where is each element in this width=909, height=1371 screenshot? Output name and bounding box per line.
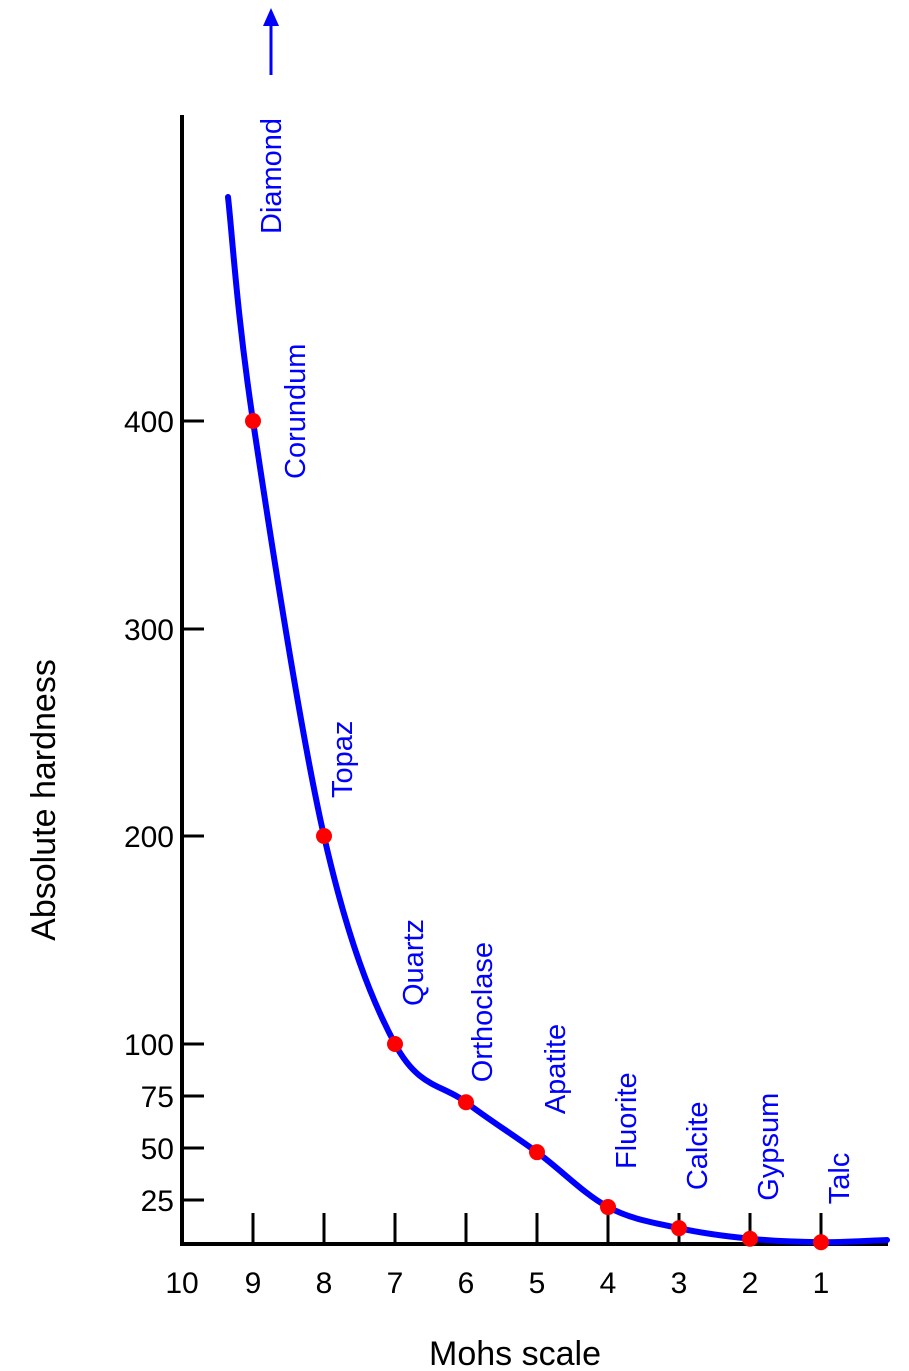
mineral-label: Talc: [824, 1153, 856, 1205]
x-axis-title: Mohs scale: [429, 1335, 601, 1371]
x-tick-label: 3: [671, 1267, 688, 1300]
y-tick-label: 50: [141, 1133, 174, 1166]
x-tick-label: 7: [387, 1267, 404, 1300]
data-point: [600, 1199, 616, 1216]
data-point: [742, 1230, 758, 1247]
y-axis-title-group: Absolute hardness: [25, 659, 63, 941]
x-tick-label: 2: [742, 1267, 759, 1300]
x-ticks: 10 9 8 7 6 5 4 3 2 1: [165, 1213, 829, 1300]
y-tick-label: 25: [141, 1185, 174, 1218]
diamond-label: Diamond: [256, 118, 288, 234]
mineral-label: Quartz: [398, 919, 430, 1006]
x-tick-label: 10: [165, 1267, 198, 1300]
data-point: [245, 413, 261, 429]
y-tick-label: 100: [124, 1029, 174, 1062]
mineral-label-group: Talc: [824, 1153, 856, 1205]
data-point: [387, 1036, 403, 1052]
mineral-label: Apatite: [540, 1024, 572, 1114]
mineral-label: Gypsum: [753, 1093, 785, 1201]
y-tick-label: 400: [124, 406, 174, 439]
mineral-label: Orthoclase: [467, 942, 499, 1082]
y-tick-label: 300: [124, 614, 174, 647]
mineral-label-group: Apatite: [540, 1024, 572, 1114]
x-tick-label: 6: [458, 1267, 475, 1300]
data-point: [813, 1234, 829, 1251]
mineral-label-group: Gypsum: [753, 1093, 785, 1201]
mineral-label: Topaz: [327, 721, 359, 798]
mineral-label: Fluorite: [611, 1072, 643, 1169]
y-tick-label: 200: [124, 821, 174, 854]
data-point: [316, 828, 332, 844]
mineral-label: Corundum: [280, 344, 312, 479]
data-point: [458, 1094, 474, 1111]
mineral-label-group: Calcite: [682, 1102, 714, 1191]
mineral-labels: Talc Gypsum Calcite Fluorite Apatite Orthocla…: [280, 344, 856, 1205]
x-tick-label: 4: [600, 1267, 617, 1300]
diamond-label-group: Diamond: [256, 118, 288, 234]
mineral-label-group: Fluorite: [611, 1072, 643, 1169]
data-points: [245, 413, 829, 1251]
x-tick-label: 5: [529, 1267, 546, 1300]
mineral-label-group: Corundum: [280, 344, 312, 479]
diamond-arrow-icon: [263, 8, 279, 26]
mineral-label-group: Orthoclase: [467, 942, 499, 1082]
x-tick-label: 9: [245, 1267, 262, 1300]
x-tick-label: 8: [316, 1267, 333, 1300]
y-tick-label: 75: [141, 1081, 174, 1114]
y-ticks: 25 50 75 100 200 300 400: [124, 406, 204, 1218]
mineral-label: Calcite: [682, 1102, 714, 1191]
mineral-label-group: Quartz: [398, 919, 430, 1006]
y-axis-title: Absolute hardness: [25, 659, 63, 941]
mineral-label-group: Topaz: [327, 721, 359, 798]
data-point: [529, 1144, 545, 1161]
data-point: [671, 1220, 687, 1237]
x-tick-label: 1: [813, 1267, 830, 1300]
